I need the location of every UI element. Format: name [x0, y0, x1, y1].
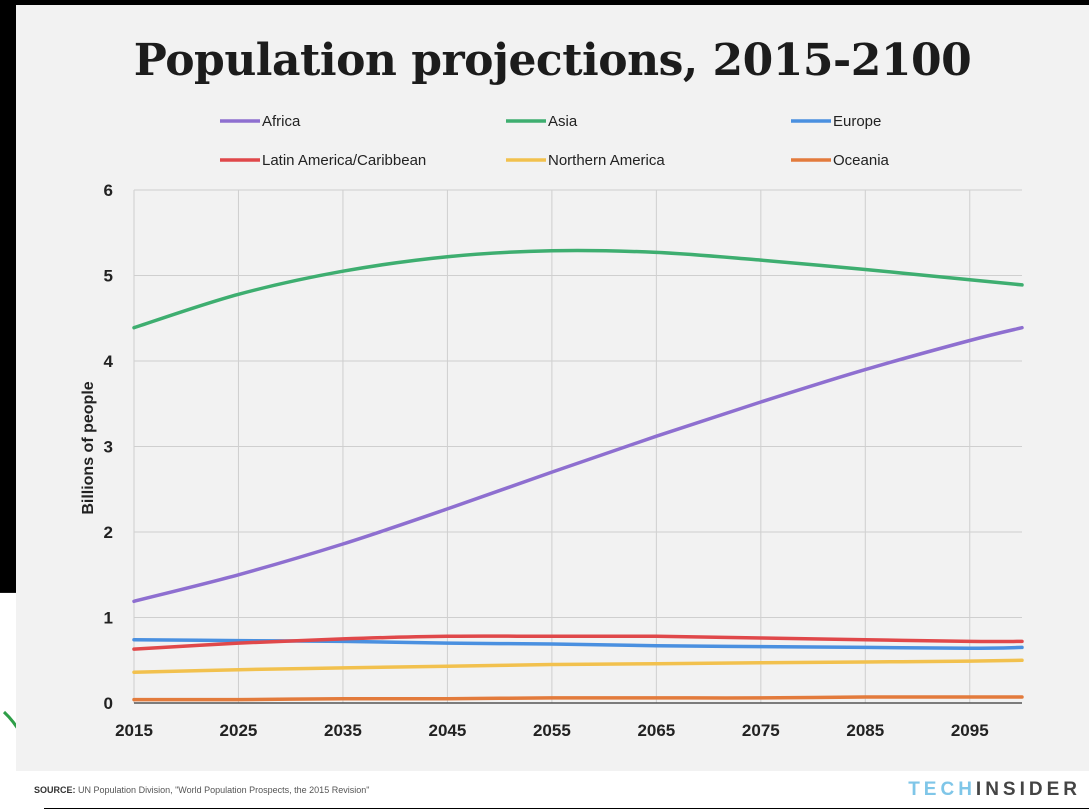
series-line-latin-america-caribbean — [132, 634, 1024, 651]
y-tick-label: 6 — [104, 181, 113, 200]
y-tick-label: 5 — [104, 267, 113, 286]
legend: Africa Asia Europe Latin America/Caribbean N… — [220, 113, 890, 169]
grid-layer — [133, 189, 1022, 704]
y-tick-label: 3 — [104, 438, 113, 457]
series-layer — [132, 248, 1024, 702]
source-prefix: SOURCE: — [34, 785, 76, 795]
brand-tech: TECH — [908, 779, 976, 800]
x-tick-label: 2085 — [846, 721, 884, 740]
brand-logo: TECHINSIDER — [908, 779, 1081, 801]
legend-label-latin-america-caribbean: Latin America/Caribbean — [262, 152, 426, 169]
y-tick-label: 2 — [104, 523, 113, 542]
x-tick-label: 2045 — [428, 721, 466, 740]
x-tick-label: 2035 — [324, 721, 362, 740]
chart-card: Population projections, 2015-2100 0 1 2 3 4 5… — [16, 5, 1089, 808]
series-line-asia — [132, 248, 1024, 330]
y-tick-label: 1 — [104, 609, 113, 628]
footer: SOURCE: UN Population Division, "World P… — [16, 771, 1089, 808]
axis-layer: 0 1 2 3 4 5 6 2015 2025 2035 2045 2055 2065 2075 2085 2… — [104, 181, 1022, 740]
line-chart: 0 1 2 3 4 5 6 2015 2025 2035 2045 2055 2065 2075 2085 2… — [80, 113, 1024, 740]
x-tick-label: 2095 — [951, 721, 989, 740]
x-tick-label: 2015 — [115, 721, 153, 740]
legend-label-oceania: Oceania — [833, 152, 890, 169]
source-text: UN Population Division, "World Populatio… — [78, 785, 370, 795]
chart-title: Population projections, 2015-2100 — [133, 35, 972, 86]
series-line-oceania — [132, 695, 1024, 702]
x-tick-label: 2075 — [742, 721, 780, 740]
brand-insider: INSIDER — [975, 779, 1081, 800]
x-tick-label: 2025 — [220, 721, 258, 740]
series-line-africa — [132, 325, 1024, 604]
legend-label-northern-america: Northern America — [548, 152, 665, 169]
legend-label-europe: Europe — [833, 113, 881, 130]
source-note: SOURCE: UN Population Division, "World P… — [34, 785, 369, 795]
x-tick-label: 2055 — [533, 721, 571, 740]
x-tick-label: 2065 — [637, 721, 675, 740]
y-axis-label: Billions of people — [80, 381, 97, 514]
y-tick-label: 4 — [104, 352, 114, 371]
legend-label-asia: Asia — [548, 113, 578, 130]
legend-label-africa: Africa — [262, 113, 301, 130]
y-tick-label: 0 — [104, 694, 113, 713]
series-line-northern-america — [132, 658, 1024, 674]
